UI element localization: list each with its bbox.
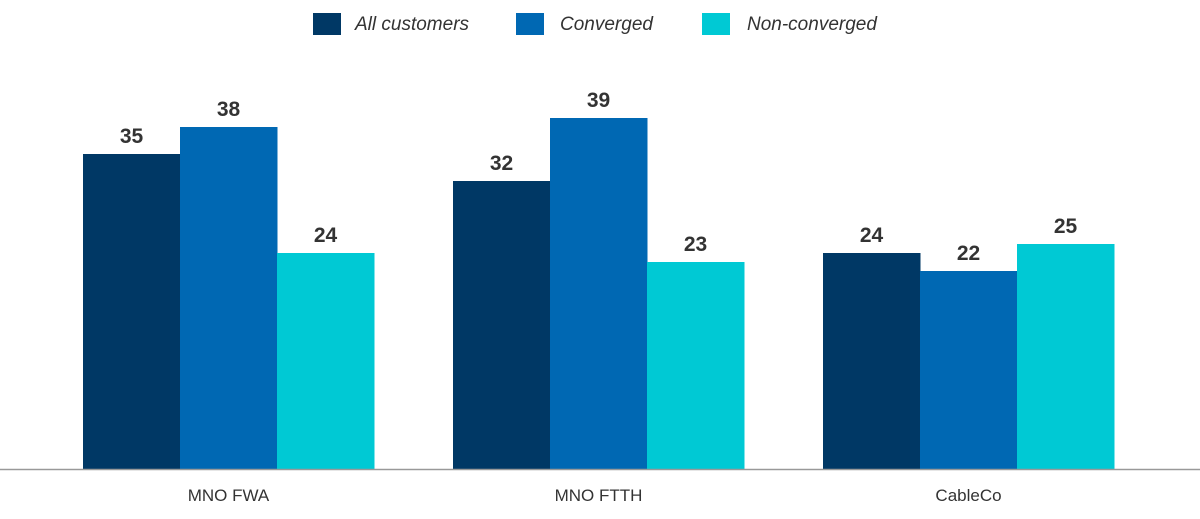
legend-label-converged: Converged (560, 14, 654, 35)
category-label-mno-ftth: MNO FTTH (555, 486, 643, 505)
value-label-mno-ftth-converged: 39 (587, 89, 610, 112)
legend: All customers Converged Non-converged (313, 13, 878, 35)
bar-mno-fwa-non-converged (277, 253, 375, 469)
value-label-cableco-non-converged: 25 (1054, 215, 1078, 238)
legend-label-non-converged: Non-converged (747, 14, 878, 35)
value-labels-group: 35 38 24 32 39 23 24 22 25 (120, 89, 1078, 265)
value-label-mno-fwa-non-converged: 24 (314, 224, 338, 247)
bar-cableco-all-customers (823, 253, 921, 469)
legend-swatch-non-converged (702, 13, 730, 35)
bar-mno-ftth-converged (550, 118, 648, 469)
legend-item-converged: Converged (516, 13, 654, 35)
value-label-mno-fwa-converged: 38 (217, 98, 241, 121)
value-label-cableco-converged: 22 (957, 242, 980, 265)
bar-mno-ftth-all-customers (453, 181, 551, 469)
bar-mno-ftth-non-converged (647, 262, 745, 469)
category-label-cableco: CableCo (935, 486, 1001, 505)
value-label-mno-fwa-all-customers: 35 (120, 125, 144, 148)
category-labels-group: MNO FWA MNO FTTH CableCo (188, 486, 1002, 505)
bar-mno-fwa-all-customers (83, 154, 181, 469)
category-label-mno-fwa: MNO FWA (188, 486, 270, 505)
bar-mno-fwa-converged (180, 127, 278, 469)
legend-item-all-customers: All customers (313, 13, 470, 35)
value-label-mno-ftth-non-converged: 23 (684, 233, 707, 256)
legend-swatch-all-customers (313, 13, 341, 35)
value-label-cableco-all-customers: 24 (860, 224, 884, 247)
legend-label-all-customers: All customers (354, 14, 470, 35)
bar-cableco-non-converged (1017, 244, 1115, 469)
value-label-mno-ftth-all-customers: 32 (490, 152, 513, 175)
legend-item-non-converged: Non-converged (702, 13, 878, 35)
legend-swatch-converged (516, 13, 544, 35)
bars-group (83, 118, 1115, 469)
bar-cableco-converged (920, 271, 1018, 469)
